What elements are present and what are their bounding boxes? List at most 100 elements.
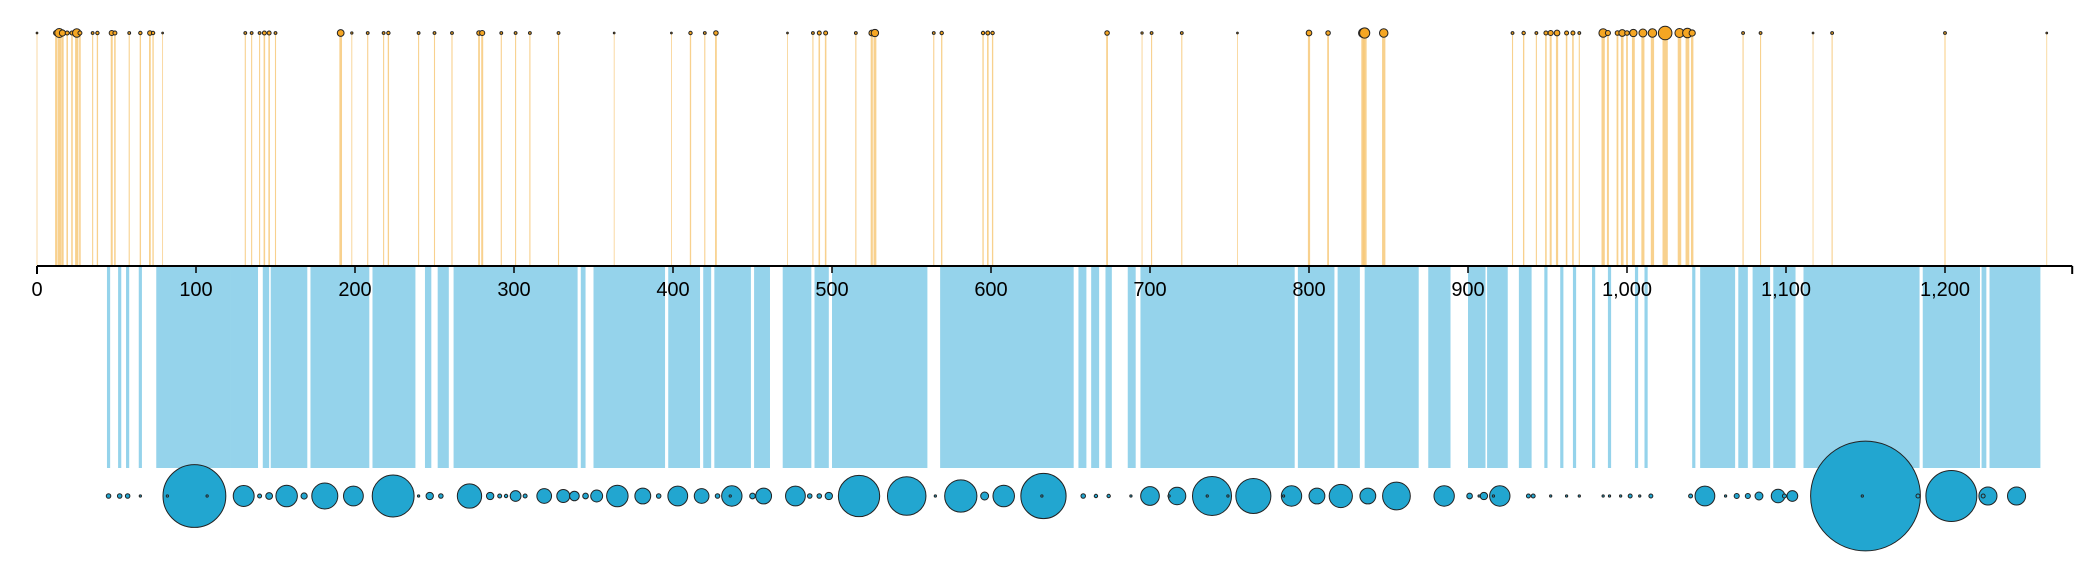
top-series-strip — [263, 33, 266, 266]
bottom-series-band — [1297, 266, 1335, 468]
bottom-series-marker — [1607, 494, 1612, 498]
bottom-series-band — [453, 266, 578, 468]
bottom-series-marker — [536, 488, 553, 504]
x-axis-tick-label: 1,100 — [1761, 279, 1811, 301]
bottom-series-marker — [655, 493, 662, 499]
top-series-strip — [1641, 33, 1645, 266]
bottom-series-band — [372, 266, 416, 468]
top-series-marker — [273, 31, 278, 35]
top-series-marker — [112, 30, 118, 36]
bottom-series-band — [1140, 266, 1295, 468]
top-series-marker — [1325, 30, 1331, 36]
top-series-marker — [432, 31, 437, 35]
top-series-strip — [244, 33, 246, 266]
bottom-series-marker — [162, 464, 227, 528]
bottom-series-band — [270, 266, 308, 468]
bottom-series-band — [424, 266, 432, 468]
bottom-series-marker — [1638, 494, 1642, 498]
bottom-series-marker — [343, 485, 364, 507]
top-series-strip — [704, 33, 706, 266]
bottom-series-marker — [816, 493, 823, 499]
top-series-marker — [479, 29, 486, 37]
top-series-marker — [931, 31, 936, 35]
top-series-marker — [161, 31, 164, 35]
top-series-marker — [980, 30, 986, 36]
x-axis-tick: 0 — [31, 266, 43, 301]
x-axis-tick: 1,200 — [1920, 266, 1970, 301]
top-series-marker — [1236, 31, 1239, 35]
top-series-strip — [1760, 33, 1762, 266]
bottom-series-band — [940, 266, 1074, 468]
x-axis-tick: 200 — [338, 266, 372, 301]
bottom-series-band — [1592, 266, 1596, 468]
bottom-series-marker — [1627, 493, 1633, 499]
top-series-marker — [416, 31, 421, 35]
bottom-series-marker — [1694, 485, 1716, 507]
top-series-strip — [1944, 33, 1946, 266]
bottom-series-marker — [438, 493, 444, 499]
bottom-series-marker — [1080, 493, 1086, 499]
bottom-series-marker — [1205, 494, 1209, 498]
bottom-series-band — [1989, 266, 2041, 468]
top-series-strip — [128, 33, 130, 266]
bottom-series-marker — [300, 492, 308, 500]
bottom-series-band — [437, 266, 449, 468]
x-axis-tick-label: 1,200 — [1920, 279, 1970, 301]
bottom-series-marker — [425, 491, 434, 501]
bottom-series-marker — [1040, 494, 1044, 498]
top-series-strip — [671, 33, 672, 266]
top-series-strip — [1685, 33, 1690, 266]
top-series-marker — [612, 31, 616, 35]
bottom-series-band — [138, 266, 142, 468]
bottom-series-marker — [556, 488, 571, 504]
bottom-series-band — [1922, 266, 1980, 468]
top-series-strip — [1578, 33, 1580, 266]
bottom-series-marker — [1106, 493, 1111, 499]
bottom-series-marker — [714, 493, 721, 499]
top-series-strip — [1555, 33, 1559, 266]
bottom-series-band — [118, 266, 122, 468]
top-series-marker — [853, 31, 858, 35]
bottom-series-band — [1428, 266, 1451, 468]
bottom-series-band — [1738, 266, 1748, 468]
top-series-strip — [162, 33, 164, 266]
top-series-marker — [1688, 29, 1696, 37]
bottom-series-band — [1127, 266, 1136, 468]
bottom-series-marker — [1723, 494, 1728, 498]
x-axis-tick: 300 — [497, 266, 531, 301]
top-series-strip — [689, 33, 692, 266]
top-series-marker — [786, 31, 789, 35]
top-series-strip — [71, 33, 73, 266]
top-series-marker — [1811, 31, 1815, 35]
bottom-series-marker — [1281, 494, 1286, 498]
top-series-marker — [1140, 31, 1144, 35]
bottom-series-band — [1337, 266, 1360, 468]
top-series-strip — [92, 33, 94, 266]
top-series-strip — [1616, 33, 1619, 266]
bottom-series-band — [1518, 266, 1532, 468]
top-series-marker — [1378, 28, 1389, 38]
top-series-strip — [515, 33, 517, 266]
bottom-series-marker — [1688, 493, 1694, 499]
top-series-marker — [261, 30, 267, 36]
bottom-series-band — [1644, 266, 1648, 468]
top-series-strip — [1650, 33, 1655, 266]
top-series-strip — [96, 33, 99, 266]
bottom-series-marker — [933, 494, 937, 498]
top-series-strip — [418, 33, 420, 266]
bottom-series-band — [1803, 266, 1920, 468]
top-series-marker — [1657, 25, 1673, 41]
bottom-series-marker — [1235, 477, 1272, 515]
bottom-series-marker — [1477, 494, 1481, 498]
bottom-series-marker — [1140, 486, 1160, 506]
top-series-strip — [433, 33, 436, 266]
bottom-series-marker — [265, 492, 274, 500]
bottom-series-marker — [837, 474, 881, 518]
bottom-series-marker — [1978, 486, 1998, 506]
top-series-marker — [1570, 30, 1576, 36]
bottom-series-marker — [693, 488, 710, 504]
top-series-strip — [2046, 33, 2048, 266]
top-series-strip — [500, 33, 502, 266]
top-series-strip — [66, 33, 68, 266]
